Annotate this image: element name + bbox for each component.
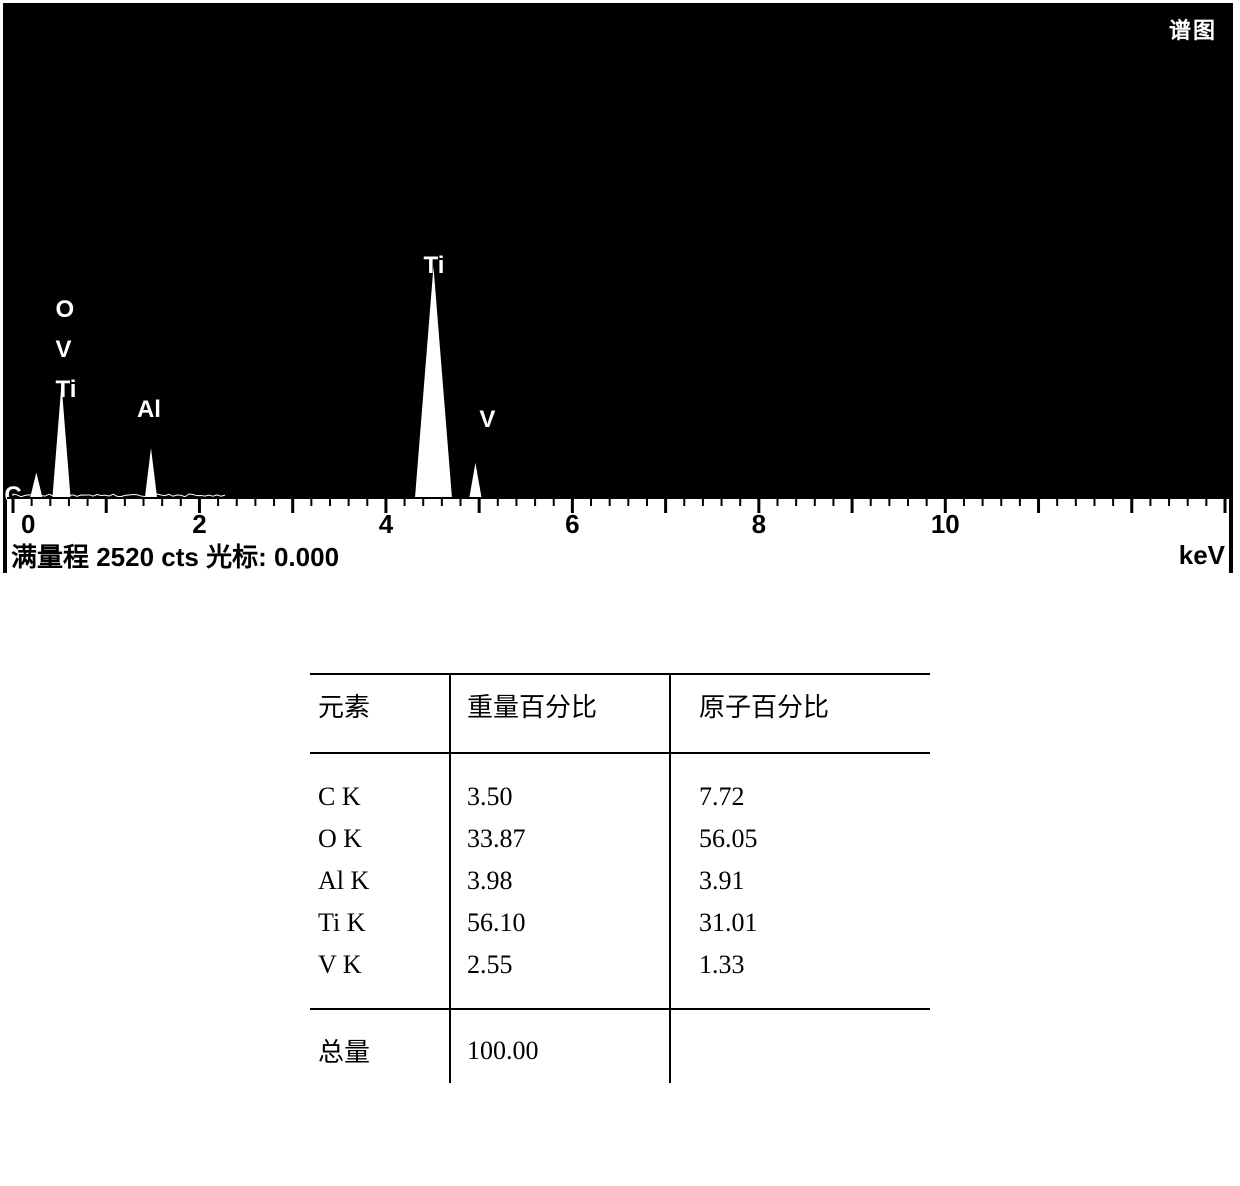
table-row: Al K3.983.91: [310, 860, 930, 902]
cell-atomic: 7.72: [670, 753, 930, 818]
table-body: C K3.507.72O K33.8756.05Al K3.983.91Ti K…: [310, 753, 930, 1009]
total-atomic: [670, 1009, 930, 1083]
total-weight: 100.00: [450, 1009, 670, 1083]
spectrum-plot-area: 谱图 COVTiAlTiV: [7, 7, 1229, 497]
spectrum-peak: [415, 267, 452, 497]
cell-element: Al K: [310, 860, 450, 902]
tick-label: 2: [192, 509, 206, 537]
peak-label-v: V: [55, 336, 71, 364]
spectrum-x-axis: 0 2 4 6 8 10: [7, 497, 1229, 537]
col-header-element: 元素: [310, 674, 450, 753]
col-header-weight: 重量百分比: [450, 674, 670, 753]
cell-atomic: 31.01: [670, 902, 930, 944]
cell-element: O K: [310, 818, 450, 860]
spectrum-peak: [145, 448, 157, 497]
total-label: 总量: [310, 1009, 450, 1083]
tick-label: 6: [565, 509, 579, 537]
cell-weight: 3.98: [450, 860, 670, 902]
tick-label: 4: [379, 509, 394, 537]
axis-svg: 0 2 4 6 8 10: [7, 497, 1229, 537]
cell-atomic: 56.05: [670, 818, 930, 860]
table-total-row: 总量 100.00: [310, 1009, 930, 1083]
table-header-row: 元素 重量百分比 原子百分比: [310, 674, 930, 753]
peak-label-v: V: [479, 406, 495, 434]
table-row: C K3.507.72: [310, 753, 930, 818]
table-row: O K33.8756.05: [310, 818, 930, 860]
eds-spectrum-panel: 谱图 COVTiAlTiV 0246810 满量程 2520 cts 光标: 0…: [3, 3, 1233, 573]
cell-element: Ti K: [310, 902, 450, 944]
cell-weight: 33.87: [450, 818, 670, 860]
spectrum-peaks-svg: [7, 7, 1229, 497]
spectrum-status-bar: 满量程 2520 cts 光标: 0.000 keV: [7, 537, 1229, 573]
spectrum-peak: [30, 473, 42, 498]
peak-label-ti: Ti: [423, 252, 444, 280]
spectrum-peak: [469, 463, 481, 497]
table-row: Ti K56.1031.01: [310, 902, 930, 944]
cell-element: C K: [310, 753, 450, 818]
tick-label: 10: [931, 509, 960, 537]
cell-atomic: 3.91: [670, 860, 930, 902]
composition-table: 元素 重量百分比 原子百分比 C K3.507.72O K33.8756.05A…: [310, 673, 930, 1083]
tick-label: 0: [21, 509, 35, 537]
col-header-atomic: 原子百分比: [670, 674, 930, 753]
cell-weight: 56.10: [450, 902, 670, 944]
status-left-text: 满量程 2520 cts 光标: 0.000: [11, 537, 339, 574]
x-unit-label: keV: [1179, 540, 1225, 571]
peak-label-ti: Ti: [55, 376, 76, 404]
composition-table-wrap: 元素 重量百分比 原子百分比 C K3.507.72O K33.8756.05A…: [310, 673, 930, 1083]
peak-label-al: Al: [137, 396, 161, 424]
peak-label-o: O: [55, 296, 74, 324]
cell-weight: 2.55: [450, 944, 670, 1009]
cell-weight: 3.50: [450, 753, 670, 818]
cell-element: V K: [310, 944, 450, 1009]
tick-label: 8: [752, 509, 766, 537]
table-row: V K2.551.33: [310, 944, 930, 1009]
cell-atomic: 1.33: [670, 944, 930, 1009]
